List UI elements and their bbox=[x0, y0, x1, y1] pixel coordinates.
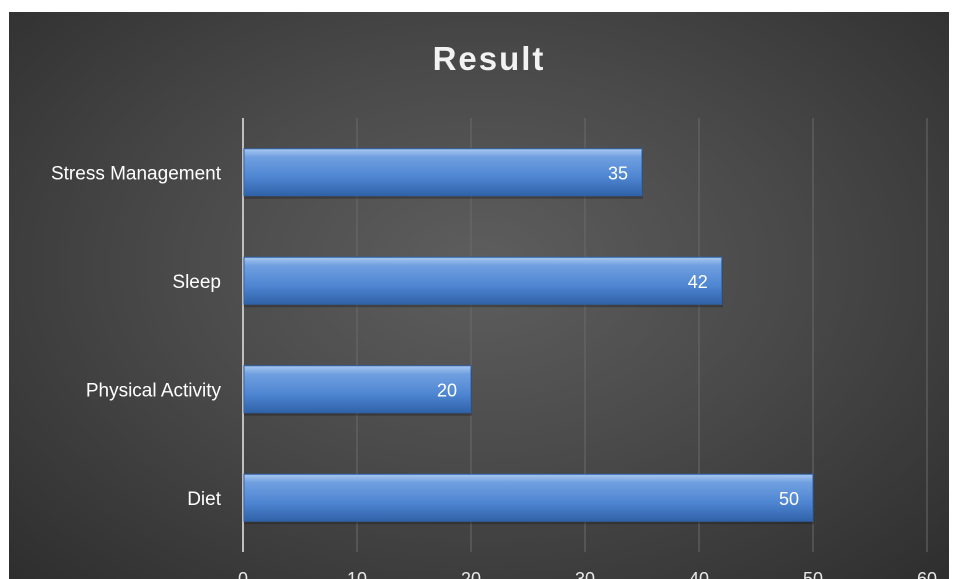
data-label-physical-activity: 20 bbox=[437, 380, 457, 400]
category-label-physical-activity: Physical Activity bbox=[86, 380, 222, 401]
bar-stress-management bbox=[243, 148, 643, 197]
bar-chart: Result 0 10 20 30 40 50 60 50 Diet 20 Physical Act… bbox=[51, 40, 937, 579]
bars bbox=[243, 148, 814, 525]
x-tick-label-50: 50 bbox=[803, 569, 823, 579]
labels: 0 10 20 30 40 50 60 50 Diet 20 Physical Activity 42… bbox=[51, 163, 937, 579]
chart-title: Result bbox=[433, 40, 546, 77]
data-label-stress-management: 35 bbox=[608, 163, 628, 183]
x-tick-label-60: 60 bbox=[917, 569, 937, 579]
x-tick-label-30: 30 bbox=[575, 569, 595, 579]
x-tick-label-0: 0 bbox=[238, 569, 248, 579]
x-tick-label-10: 10 bbox=[347, 569, 367, 579]
category-label-stress-management: Stress Management bbox=[51, 163, 222, 184]
bar-diet bbox=[243, 473, 814, 522]
data-label-diet: 50 bbox=[779, 489, 799, 509]
x-tick-label-40: 40 bbox=[689, 569, 709, 579]
chart-area: Result 0 10 20 30 40 50 60 50 Diet 20 Physical Act… bbox=[9, 12, 949, 579]
category-label-diet: Diet bbox=[187, 489, 222, 510]
bar-sleep bbox=[243, 256, 723, 305]
x-tick-label-20: 20 bbox=[461, 569, 481, 579]
data-label-sleep: 42 bbox=[688, 272, 708, 292]
category-label-sleep: Sleep bbox=[172, 272, 221, 293]
bar-physical-activity bbox=[243, 365, 472, 414]
